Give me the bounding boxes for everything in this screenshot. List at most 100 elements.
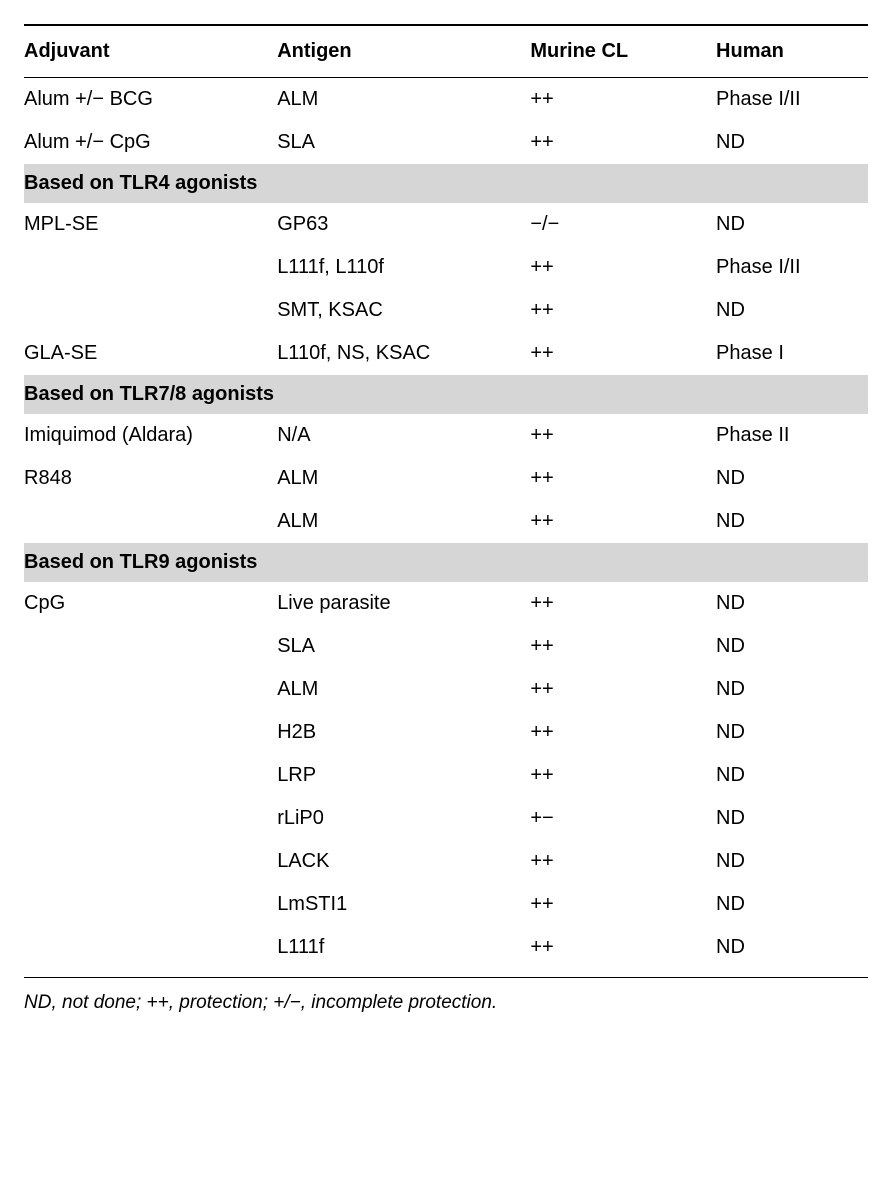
table-cell: H2B [277, 711, 530, 754]
table-row: LRP++ND [24, 754, 868, 797]
table-cell: ND [716, 582, 868, 625]
table-cell: ++ [530, 332, 716, 375]
table-cell: ND [716, 289, 868, 332]
table-cell: ++ [530, 926, 716, 977]
table-cell: Phase II [716, 414, 868, 457]
table-row: H2B++ND [24, 711, 868, 754]
table-cell: ND [716, 840, 868, 883]
table-cell: Alum +/− BCG [24, 78, 277, 122]
adjuvant-antigen-table: Adjuvant Antigen Murine CL Human Alum +/… [24, 24, 868, 977]
section-header-row: Based on TLR9 agonists [24, 543, 868, 582]
table-cell: GP63 [277, 203, 530, 246]
table-cell [24, 668, 277, 711]
table-row: Alum +/− BCGALM++Phase I/II [24, 78, 868, 122]
table-cell: ++ [530, 883, 716, 926]
table-cell: ND [716, 926, 868, 977]
table-cell: CpG [24, 582, 277, 625]
table-cell: ++ [530, 289, 716, 332]
table-cell: ++ [530, 711, 716, 754]
table-row: CpGLive parasite++ND [24, 582, 868, 625]
table-cell [24, 711, 277, 754]
table-row: SLA++ND [24, 625, 868, 668]
table-body: Alum +/− BCGALM++Phase I/IIAlum +/− CpGS… [24, 78, 868, 978]
section-header-row: Based on TLR7/8 agonists [24, 375, 868, 414]
table-cell: SLA [277, 121, 530, 164]
table-cell: ALM [277, 500, 530, 543]
table-cell [24, 289, 277, 332]
table-cell [24, 625, 277, 668]
col-header-antigen: Antigen [277, 25, 530, 78]
table-row: Alum +/− CpGSLA++ND [24, 121, 868, 164]
table-row: rLiP0+−ND [24, 797, 868, 840]
table-cell [24, 883, 277, 926]
table-cell: SMT, KSAC [277, 289, 530, 332]
table-row: MPL-SEGP63−/−ND [24, 203, 868, 246]
table-row: L111f++ND [24, 926, 868, 977]
table-cell: L111f, L110f [277, 246, 530, 289]
table-cell: ++ [530, 668, 716, 711]
table-cell: ND [716, 797, 868, 840]
table-cell: Alum +/− CpG [24, 121, 277, 164]
table-cell: ND [716, 668, 868, 711]
table-cell [24, 797, 277, 840]
table-cell: ++ [530, 840, 716, 883]
table-cell: GLA-SE [24, 332, 277, 375]
table-cell: ND [716, 203, 868, 246]
table-cell: rLiP0 [277, 797, 530, 840]
table-cell: L110f, NS, KSAC [277, 332, 530, 375]
table-cell: ND [716, 711, 868, 754]
table-row: ALM++ND [24, 500, 868, 543]
table-cell: ++ [530, 500, 716, 543]
section-header-label: Based on TLR7/8 agonists [24, 375, 868, 414]
table-cell: ND [716, 883, 868, 926]
table-cell [24, 840, 277, 883]
table-cell: ++ [530, 754, 716, 797]
table-header-row: Adjuvant Antigen Murine CL Human [24, 25, 868, 78]
section-header-row: Based on TLR4 agonists [24, 164, 868, 203]
table-cell: SLA [277, 625, 530, 668]
table-row: Imiquimod (Aldara)N/A++Phase II [24, 414, 868, 457]
table-cell: +− [530, 797, 716, 840]
table-cell: ++ [530, 625, 716, 668]
table-cell: ND [716, 121, 868, 164]
table-cell: LACK [277, 840, 530, 883]
col-header-adjuvant: Adjuvant [24, 25, 277, 78]
table-cell: ALM [277, 457, 530, 500]
col-header-human: Human [716, 25, 868, 78]
table-cell: LmSTI1 [277, 883, 530, 926]
table-row: LACK++ND [24, 840, 868, 883]
table-row: SMT, KSAC++ND [24, 289, 868, 332]
table-cell [24, 246, 277, 289]
table-cell: ND [716, 754, 868, 797]
table-cell: ND [716, 457, 868, 500]
col-header-murine-cl: Murine CL [530, 25, 716, 78]
table-cell: ++ [530, 78, 716, 122]
table-cell: L111f [277, 926, 530, 977]
table-cell: ALM [277, 78, 530, 122]
table-cell: LRP [277, 754, 530, 797]
table-cell: MPL-SE [24, 203, 277, 246]
table-cell: ALM [277, 668, 530, 711]
table-row: GLA-SEL110f, NS, KSAC++Phase I [24, 332, 868, 375]
table-row: ALM++ND [24, 668, 868, 711]
table-cell [24, 754, 277, 797]
table-cell: ++ [530, 457, 716, 500]
table-cell: Phase I [716, 332, 868, 375]
table-row: L111f, L110f++Phase I/II [24, 246, 868, 289]
table-cell: ++ [530, 121, 716, 164]
table-cell: Phase I/II [716, 78, 868, 122]
table-cell: ND [716, 500, 868, 543]
table-cell: ++ [530, 414, 716, 457]
section-header-label: Based on TLR9 agonists [24, 543, 868, 582]
table-cell: ++ [530, 246, 716, 289]
table-row: R848ALM++ND [24, 457, 868, 500]
table-cell: R848 [24, 457, 277, 500]
table-cell: ++ [530, 582, 716, 625]
table-cell: Imiquimod (Aldara) [24, 414, 277, 457]
table-row: LmSTI1++ND [24, 883, 868, 926]
table-cell [24, 500, 277, 543]
table-cell: Phase I/II [716, 246, 868, 289]
table-cell: N/A [277, 414, 530, 457]
table-bottom-rule [24, 977, 868, 978]
table-cell: −/− [530, 203, 716, 246]
